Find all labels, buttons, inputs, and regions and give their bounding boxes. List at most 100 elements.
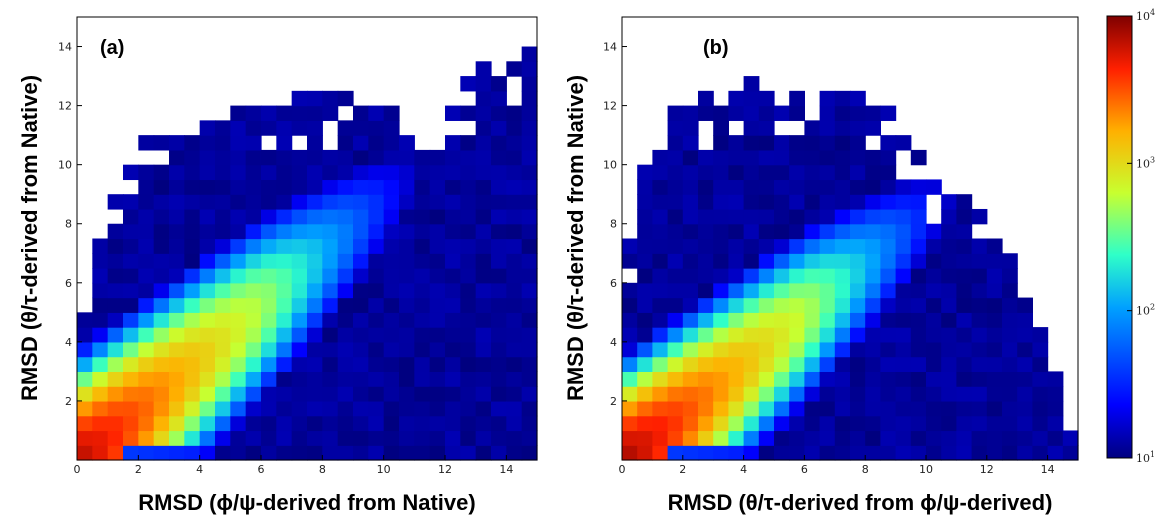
heatmap-cell	[153, 268, 170, 284]
heatmap-cell	[682, 445, 699, 461]
heatmap-cell	[971, 268, 988, 284]
colorbar-tick-exponent: 3	[1150, 155, 1155, 164]
heatmap-cell	[834, 194, 851, 210]
heatmap-cell	[107, 445, 124, 461]
heatmap-cell	[819, 238, 836, 254]
heatmap-cell	[682, 430, 699, 446]
heatmap-cell	[215, 341, 231, 358]
heatmap-cell	[834, 371, 851, 387]
heatmap-cell	[506, 430, 523, 446]
heatmap-cell	[368, 386, 385, 402]
heatmap-cell	[245, 341, 262, 358]
heatmap-cell	[804, 327, 821, 343]
heatmap-cell	[383, 297, 400, 313]
heatmap-cell	[245, 297, 262, 313]
colorbar-tick-label: 104	[1136, 8, 1155, 23]
heatmap-cell	[399, 135, 415, 151]
heatmap-cell	[184, 312, 201, 328]
heatmap-cell	[941, 297, 957, 313]
heatmap-cell	[758, 327, 775, 343]
heatmap-cell	[956, 356, 973, 372]
heatmap-cell	[774, 194, 790, 210]
heatmap-cell	[291, 105, 308, 121]
heatmap-cell	[865, 341, 881, 358]
heatmap-cell	[460, 312, 477, 328]
heatmap-cell	[276, 253, 293, 269]
heatmap-cell	[138, 253, 155, 269]
heatmap-cell	[337, 282, 354, 299]
heatmap-cell	[926, 445, 942, 461]
heatmap-cell	[1032, 341, 1049, 358]
heatmap-cell	[475, 430, 492, 446]
heatmap-cell	[637, 164, 653, 181]
heatmap-cell	[291, 179, 308, 195]
heatmap-cell	[307, 194, 323, 210]
heatmap-cell	[941, 194, 957, 210]
heatmap-cell	[698, 371, 714, 387]
heatmap-cell	[789, 386, 805, 402]
heatmap-cell	[682, 253, 699, 269]
heatmap-cell	[199, 356, 216, 372]
heatmap-cell	[414, 327, 431, 343]
heatmap-cell	[199, 327, 216, 343]
heatmap-cell	[622, 297, 638, 313]
heatmap-cell	[667, 149, 684, 166]
heatmap-cell	[322, 386, 339, 402]
heatmap-cell	[622, 312, 638, 328]
heatmap-cell	[850, 120, 866, 136]
heatmap-cell	[506, 253, 523, 269]
heatmap-cell	[322, 297, 339, 313]
heatmap-cell	[652, 415, 669, 432]
heatmap-cell	[850, 341, 866, 358]
heatmap-cell	[307, 341, 323, 358]
heatmap-cell	[758, 120, 775, 136]
heatmap-cell	[667, 194, 684, 210]
heatmap-cell	[261, 400, 277, 417]
heatmap-cell	[276, 208, 293, 225]
heatmap-cell	[460, 253, 477, 269]
heatmap-cell	[652, 312, 669, 328]
heatmap-cell	[491, 149, 507, 166]
heatmap-cell	[399, 253, 415, 269]
heatmap-cell	[865, 282, 881, 299]
heatmap-cell	[789, 445, 805, 461]
heatmap-cell	[682, 105, 699, 121]
heatmap-cell	[414, 223, 431, 240]
heatmap-cell	[199, 135, 216, 151]
heatmap-cell	[804, 253, 821, 269]
heatmap-cell	[774, 208, 790, 225]
heatmap-cell	[804, 415, 821, 432]
heatmap-cell	[169, 208, 185, 225]
heatmap-cell	[667, 238, 684, 254]
heatmap-cell	[1002, 386, 1018, 402]
heatmap-cell	[637, 371, 653, 387]
heatmap-cell	[986, 356, 1003, 372]
heatmap-cell	[353, 268, 369, 284]
heatmap-cell	[261, 415, 277, 432]
heatmap-cell	[926, 386, 942, 402]
heatmap-cell	[107, 253, 124, 269]
heatmap-cell	[475, 208, 492, 225]
heatmap-cell	[637, 238, 653, 254]
heatmap-cell	[506, 223, 523, 240]
heatmap-cell	[77, 415, 93, 432]
heatmap-cell	[414, 194, 431, 210]
heatmap-cell	[307, 164, 323, 181]
heatmap-cell	[667, 297, 684, 313]
heatmap-cell	[307, 135, 323, 151]
heatmap-cell	[184, 400, 201, 417]
heatmap-cell	[368, 445, 385, 461]
heatmap-cell	[941, 327, 957, 343]
heatmap-cell	[138, 415, 155, 432]
heatmap-cell	[215, 327, 231, 343]
heatmap-cell	[491, 297, 507, 313]
heatmap-cell	[713, 327, 729, 343]
heatmap-cell	[743, 341, 760, 358]
heatmap-cell	[445, 445, 461, 461]
heatmap-cell	[941, 282, 957, 299]
heatmap-cell	[698, 164, 714, 181]
heatmap-cell	[637, 430, 653, 446]
heatmap-cell	[850, 327, 866, 343]
heatmap-cell	[819, 90, 836, 107]
heatmap-cell	[230, 327, 247, 343]
